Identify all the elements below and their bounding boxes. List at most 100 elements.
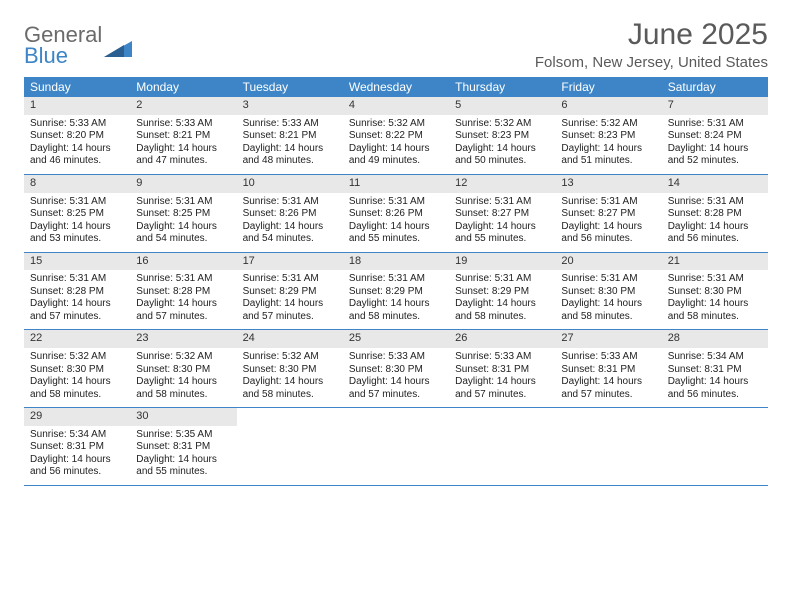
daylight-text: Daylight: 14 hours and 56 minutes. bbox=[668, 376, 762, 401]
day-cell bbox=[343, 408, 449, 485]
day-number: 28 bbox=[662, 330, 768, 348]
day-number: 7 bbox=[662, 97, 768, 115]
daylight-text: Daylight: 14 hours and 48 minutes. bbox=[243, 143, 337, 168]
sunrise-text: Sunrise: 5:31 AM bbox=[561, 273, 655, 286]
sunrise-text: Sunrise: 5:33 AM bbox=[349, 351, 443, 364]
daylight-text: Daylight: 14 hours and 49 minutes. bbox=[349, 143, 443, 168]
day-details: Sunrise: 5:31 AMSunset: 8:28 PMDaylight:… bbox=[24, 270, 130, 329]
day-number: 6 bbox=[555, 97, 661, 115]
day-cell: 12Sunrise: 5:31 AMSunset: 8:27 PMDayligh… bbox=[449, 175, 555, 252]
sunset-text: Sunset: 8:25 PM bbox=[30, 208, 124, 221]
sunrise-text: Sunrise: 5:31 AM bbox=[136, 273, 230, 286]
day-number: 26 bbox=[449, 330, 555, 348]
day-cell: 7Sunrise: 5:31 AMSunset: 8:24 PMDaylight… bbox=[662, 97, 768, 174]
sunset-text: Sunset: 8:28 PM bbox=[136, 286, 230, 299]
sunset-text: Sunset: 8:27 PM bbox=[561, 208, 655, 221]
daylight-text: Daylight: 14 hours and 58 minutes. bbox=[30, 376, 124, 401]
daylight-text: Daylight: 14 hours and 55 minutes. bbox=[136, 454, 230, 479]
daylight-text: Daylight: 14 hours and 57 minutes. bbox=[243, 298, 337, 323]
daylight-text: Daylight: 14 hours and 56 minutes. bbox=[561, 221, 655, 246]
day-details: Sunrise: 5:31 AMSunset: 8:27 PMDaylight:… bbox=[449, 193, 555, 252]
sunrise-text: Sunrise: 5:32 AM bbox=[136, 351, 230, 364]
sunset-text: Sunset: 8:31 PM bbox=[30, 441, 124, 454]
week-row: 1Sunrise: 5:33 AMSunset: 8:20 PMDaylight… bbox=[24, 97, 768, 175]
day-header: Sunday bbox=[24, 77, 130, 97]
day-cell: 22Sunrise: 5:32 AMSunset: 8:30 PMDayligh… bbox=[24, 330, 130, 407]
day-number: 4 bbox=[343, 97, 449, 115]
day-details: Sunrise: 5:32 AMSunset: 8:22 PMDaylight:… bbox=[343, 115, 449, 174]
day-cell: 23Sunrise: 5:32 AMSunset: 8:30 PMDayligh… bbox=[130, 330, 236, 407]
sunrise-text: Sunrise: 5:32 AM bbox=[243, 351, 337, 364]
day-details: Sunrise: 5:31 AMSunset: 8:29 PMDaylight:… bbox=[343, 270, 449, 329]
sunset-text: Sunset: 8:23 PM bbox=[561, 130, 655, 143]
daylight-text: Daylight: 14 hours and 50 minutes. bbox=[455, 143, 549, 168]
sunrise-text: Sunrise: 5:31 AM bbox=[349, 196, 443, 209]
daylight-text: Daylight: 14 hours and 58 minutes. bbox=[455, 298, 549, 323]
day-details: Sunrise: 5:33 AMSunset: 8:31 PMDaylight:… bbox=[555, 348, 661, 407]
daylight-text: Daylight: 14 hours and 57 minutes. bbox=[455, 376, 549, 401]
day-details: Sunrise: 5:31 AMSunset: 8:26 PMDaylight:… bbox=[237, 193, 343, 252]
day-cell: 8Sunrise: 5:31 AMSunset: 8:25 PMDaylight… bbox=[24, 175, 130, 252]
sunrise-text: Sunrise: 5:33 AM bbox=[561, 351, 655, 364]
day-number: 14 bbox=[662, 175, 768, 193]
day-details: Sunrise: 5:31 AMSunset: 8:26 PMDaylight:… bbox=[343, 193, 449, 252]
daylight-text: Daylight: 14 hours and 55 minutes. bbox=[349, 221, 443, 246]
sunrise-text: Sunrise: 5:31 AM bbox=[243, 273, 337, 286]
sunset-text: Sunset: 8:24 PM bbox=[668, 130, 762, 143]
daylight-text: Daylight: 14 hours and 54 minutes. bbox=[243, 221, 337, 246]
day-details: Sunrise: 5:33 AMSunset: 8:21 PMDaylight:… bbox=[237, 115, 343, 174]
week-row: 22Sunrise: 5:32 AMSunset: 8:30 PMDayligh… bbox=[24, 330, 768, 408]
weeks-container: 1Sunrise: 5:33 AMSunset: 8:20 PMDaylight… bbox=[24, 97, 768, 486]
sunrise-text: Sunrise: 5:33 AM bbox=[243, 118, 337, 131]
day-cell: 11Sunrise: 5:31 AMSunset: 8:26 PMDayligh… bbox=[343, 175, 449, 252]
day-details: Sunrise: 5:34 AMSunset: 8:31 PMDaylight:… bbox=[662, 348, 768, 407]
day-number: 13 bbox=[555, 175, 661, 193]
sunrise-text: Sunrise: 5:31 AM bbox=[455, 196, 549, 209]
sunset-text: Sunset: 8:29 PM bbox=[455, 286, 549, 299]
sunrise-text: Sunrise: 5:32 AM bbox=[349, 118, 443, 131]
day-number: 3 bbox=[237, 97, 343, 115]
sunrise-text: Sunrise: 5:31 AM bbox=[136, 196, 230, 209]
sunset-text: Sunset: 8:30 PM bbox=[243, 364, 337, 377]
daylight-text: Daylight: 14 hours and 51 minutes. bbox=[561, 143, 655, 168]
daylight-text: Daylight: 14 hours and 57 minutes. bbox=[136, 298, 230, 323]
sunset-text: Sunset: 8:25 PM bbox=[136, 208, 230, 221]
sunset-text: Sunset: 8:27 PM bbox=[455, 208, 549, 221]
day-number: 29 bbox=[24, 408, 130, 426]
sunset-text: Sunset: 8:30 PM bbox=[561, 286, 655, 299]
logo-line2: Blue bbox=[24, 45, 102, 67]
sunrise-text: Sunrise: 5:31 AM bbox=[668, 196, 762, 209]
sunset-text: Sunset: 8:30 PM bbox=[30, 364, 124, 377]
sunset-text: Sunset: 8:31 PM bbox=[561, 364, 655, 377]
sunrise-text: Sunrise: 5:31 AM bbox=[30, 273, 124, 286]
day-cell: 24Sunrise: 5:32 AMSunset: 8:30 PMDayligh… bbox=[237, 330, 343, 407]
day-header: Saturday bbox=[662, 77, 768, 97]
day-number: 11 bbox=[343, 175, 449, 193]
day-cell: 16Sunrise: 5:31 AMSunset: 8:28 PMDayligh… bbox=[130, 253, 236, 330]
day-cell bbox=[237, 408, 343, 485]
day-cell: 30Sunrise: 5:35 AMSunset: 8:31 PMDayligh… bbox=[130, 408, 236, 485]
day-cell: 10Sunrise: 5:31 AMSunset: 8:26 PMDayligh… bbox=[237, 175, 343, 252]
day-header: Thursday bbox=[449, 77, 555, 97]
sunrise-text: Sunrise: 5:32 AM bbox=[455, 118, 549, 131]
day-cell: 9Sunrise: 5:31 AMSunset: 8:25 PMDaylight… bbox=[130, 175, 236, 252]
sunrise-text: Sunrise: 5:35 AM bbox=[136, 429, 230, 442]
day-header-row: Sunday Monday Tuesday Wednesday Thursday… bbox=[24, 77, 768, 97]
sunrise-text: Sunrise: 5:32 AM bbox=[30, 351, 124, 364]
sunset-text: Sunset: 8:26 PM bbox=[349, 208, 443, 221]
sunset-text: Sunset: 8:20 PM bbox=[30, 130, 124, 143]
day-details: Sunrise: 5:32 AMSunset: 8:23 PMDaylight:… bbox=[555, 115, 661, 174]
sunrise-text: Sunrise: 5:34 AM bbox=[30, 429, 124, 442]
day-number: 18 bbox=[343, 253, 449, 271]
logo: General Blue bbox=[24, 24, 132, 67]
daylight-text: Daylight: 14 hours and 58 minutes. bbox=[561, 298, 655, 323]
day-cell: 21Sunrise: 5:31 AMSunset: 8:30 PMDayligh… bbox=[662, 253, 768, 330]
daylight-text: Daylight: 14 hours and 58 minutes. bbox=[136, 376, 230, 401]
sunrise-text: Sunrise: 5:33 AM bbox=[30, 118, 124, 131]
day-details: Sunrise: 5:34 AMSunset: 8:31 PMDaylight:… bbox=[24, 426, 130, 485]
logo-text: General Blue bbox=[24, 24, 102, 67]
sunset-text: Sunset: 8:23 PM bbox=[455, 130, 549, 143]
daylight-text: Daylight: 14 hours and 52 minutes. bbox=[668, 143, 762, 168]
calendar: Sunday Monday Tuesday Wednesday Thursday… bbox=[24, 77, 768, 486]
sunset-text: Sunset: 8:26 PM bbox=[243, 208, 337, 221]
